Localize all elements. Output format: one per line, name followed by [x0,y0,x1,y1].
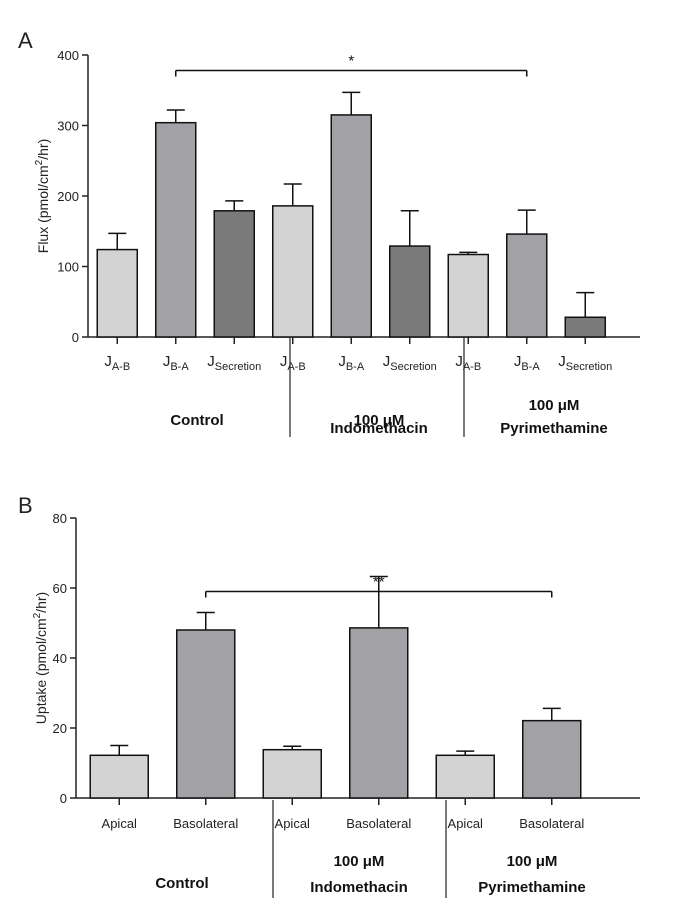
bar [389,245,431,338]
bar [564,316,606,338]
group-label: Pyrimethamine [500,420,608,437]
y-axis-title: Flux (pmol/cm2/hr) [34,139,51,253]
x-tick-label: JB-A [163,353,190,373]
x-tick-label: Basolateral [173,816,238,831]
bar [447,253,489,338]
x-tick-label: Apical [275,816,311,831]
bar [96,248,138,338]
group-label: Pyrimethamine [478,879,586,896]
bar [89,754,149,799]
group-label: 100 μM [507,853,558,870]
x-tick-label: JB-A [338,353,365,373]
x-tick-label: Apical [102,816,138,831]
y-tick-label: 80 [53,511,67,526]
x-tick-label: Basolateral [519,816,584,831]
group-label: 100 μM [529,397,580,414]
bar [155,121,197,338]
x-tick-label: JSecretion [207,353,261,373]
y-tick-label: 300 [57,119,79,134]
panel-a-chart: A 0 100 200 300 400 Flux (pmol/cm2/hr) JA-B JB-A… [18,28,640,437]
bar [213,210,255,338]
y-tick-label: 60 [53,581,67,596]
x-tick-label: Basolateral [346,816,411,831]
y-axis-title: Uptake (pmol/cm2/hr) [32,592,49,724]
group-label: Control [170,412,223,429]
x-tick-label: Apical [448,816,484,831]
bar [522,719,582,799]
group-label: 100 μM [354,412,405,429]
x-tick-label: JA-B [104,353,130,373]
bar [349,627,409,799]
significance-label: * [348,53,354,70]
bar [330,114,372,338]
x-tick-label: JSecretion [383,353,437,373]
y-tick-label: 0 [72,330,79,345]
panel-b-chart: B 0 20 40 60 80 Uptake (pmol/cm2/hr) Apical Baso… [18,493,640,898]
panel-letter: A [18,28,33,53]
y-tick-label: 0 [60,791,67,806]
bar [435,754,495,799]
group-label: Indomethacin [330,420,428,437]
bar [272,205,314,338]
x-tick-label: JSecretion [558,353,612,373]
group-label: Control [155,875,208,892]
y-tick-label: 200 [57,189,79,204]
bar [262,748,322,799]
y-tick-label: 40 [53,651,67,666]
group-label: 100 μM [334,853,385,870]
group-label: Indomethacin [310,879,408,896]
panel-letter: B [18,493,33,518]
bar [176,629,236,799]
y-tick-label: 100 [57,260,79,275]
y-tick-label: 400 [57,48,79,63]
y-tick-label: 20 [53,721,67,736]
x-tick-label: JA-B [280,353,306,373]
bar [506,233,548,338]
x-tick-label: JB-A [514,353,541,373]
significance-label: ** [373,574,385,591]
x-tick-label: JA-B [455,353,481,373]
